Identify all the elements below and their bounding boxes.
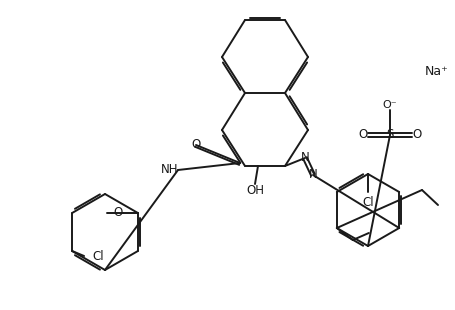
- Text: Cl: Cl: [361, 196, 373, 209]
- Text: N: N: [300, 152, 308, 165]
- Text: O: O: [358, 129, 367, 141]
- Text: Na⁺: Na⁺: [424, 65, 448, 78]
- Text: S: S: [385, 129, 393, 141]
- Text: O: O: [411, 129, 420, 141]
- Text: N: N: [308, 169, 317, 181]
- Text: O⁻: O⁻: [382, 100, 396, 110]
- Text: NH: NH: [160, 163, 177, 176]
- Text: OH: OH: [245, 184, 263, 197]
- Text: O: O: [191, 139, 200, 152]
- Text: O: O: [113, 206, 123, 219]
- Text: Cl: Cl: [92, 250, 103, 263]
